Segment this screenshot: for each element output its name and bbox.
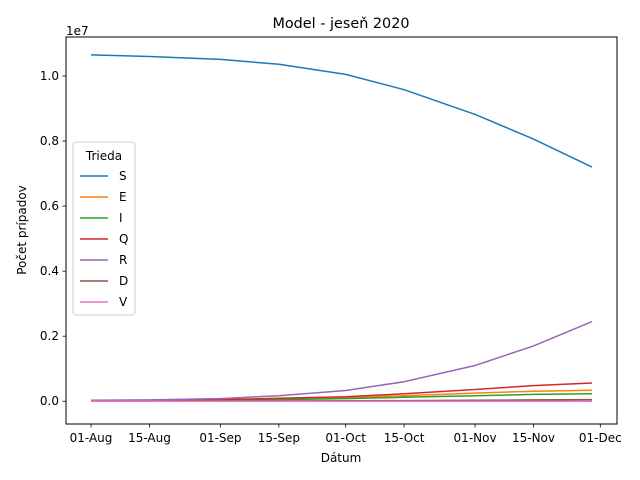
y-axis-label: Počet prípadov [15,185,29,275]
y-tick-label: 0.2 [40,329,59,343]
legend-label-e: E [119,190,127,204]
x-tick-label: 15-Nov [512,431,555,445]
legend-label-r: R [119,253,127,267]
x-tick-label: 01-Nov [454,431,497,445]
series-line-q [90,382,593,402]
legend-label-v: V [119,295,128,309]
y-tick-label: 0.0 [40,394,59,408]
y-tick-label: 0.8 [40,134,59,148]
legend-label-q: Q [119,232,128,246]
series-line-r [90,320,593,402]
x-tick-label: 01-Sep [199,431,241,445]
legend-label-d: D [119,274,128,288]
legend-title: Trieda [85,149,122,163]
y-tick-label: 1.0 [40,69,59,83]
x-tick-label: 15-Aug [128,431,171,445]
x-axis-label: Dátum [321,451,362,465]
y-offset-text: 1e7 [66,24,89,38]
legend-box [72,141,136,316]
y-tick-label: 0.4 [40,264,59,278]
x-tick-label: 15-Oct [384,431,425,445]
x-tick-label: 15-Sep [258,431,300,445]
legend-label-i: I [119,211,123,225]
x-tick-label: 01-Aug [70,431,113,445]
series-lines [90,54,593,402]
series-line-s [90,54,593,168]
chart-title: Model - jeseň 2020 [272,16,409,32]
x-tick-label: 01-Oct [325,431,366,445]
legend-label-s: S [119,169,127,183]
plot-frame [65,36,618,425]
axis-ticks: 01-Aug 15-Aug 01-Sep 15-Sep 01-Oct 15-Oct 01-N… [40,69,622,445]
y-tick-label: 0.6 [40,199,59,213]
x-tick-label: 01-Dec [579,431,622,445]
